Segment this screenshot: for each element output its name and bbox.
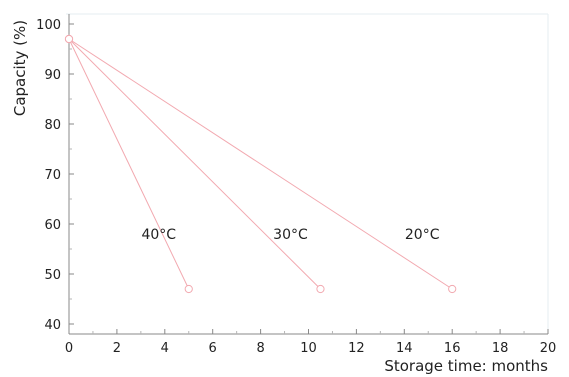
x-axis-title: Storage time: months [384, 357, 548, 375]
x-tick-label: 18 [492, 341, 509, 356]
y-tick-label: 90 [44, 68, 61, 83]
y-tick-label: 80 [44, 118, 61, 133]
x-tick-label: 0 [65, 341, 73, 356]
series-line [68, 38, 190, 290]
series-layer: 40°C 30°C 20°C [64, 34, 457, 294]
series-label: 20°C [405, 227, 440, 243]
x-tick-label: 2 [113, 341, 121, 356]
series-label: 30°C [273, 227, 308, 243]
x-tick-label: 6 [209, 341, 217, 356]
series-point [64, 34, 74, 44]
y-tick-label: 50 [44, 268, 61, 283]
y-tick-label: 70 [44, 168, 61, 183]
y-tick-label: 100 [36, 18, 61, 33]
series-point [448, 284, 457, 294]
x-tick-label: 4 [161, 341, 169, 356]
x-tick-label: 12 [348, 341, 365, 356]
series-point [184, 284, 193, 294]
series-point [316, 284, 325, 294]
x-tick-label: 8 [256, 341, 264, 356]
x-tick-label: 10 [300, 341, 317, 356]
y-axis-ticks: 40 50 60 70 80 90 100 [36, 18, 74, 333]
y-axis-title: Capacity (%) [11, 20, 29, 116]
y-tick-label: 40 [44, 318, 61, 333]
x-tick-label: 20 [540, 341, 557, 356]
series-line [68, 38, 321, 290]
series-line [68, 38, 453, 290]
series-label: 40°C [141, 227, 176, 243]
y-tick-label: 60 [44, 218, 61, 233]
x-tick-label: 14 [396, 341, 413, 356]
x-axis-ticks: 0 2 4 6 8 10 12 14 16 18 20 [65, 329, 556, 356]
x-tick-label: 16 [444, 341, 461, 356]
